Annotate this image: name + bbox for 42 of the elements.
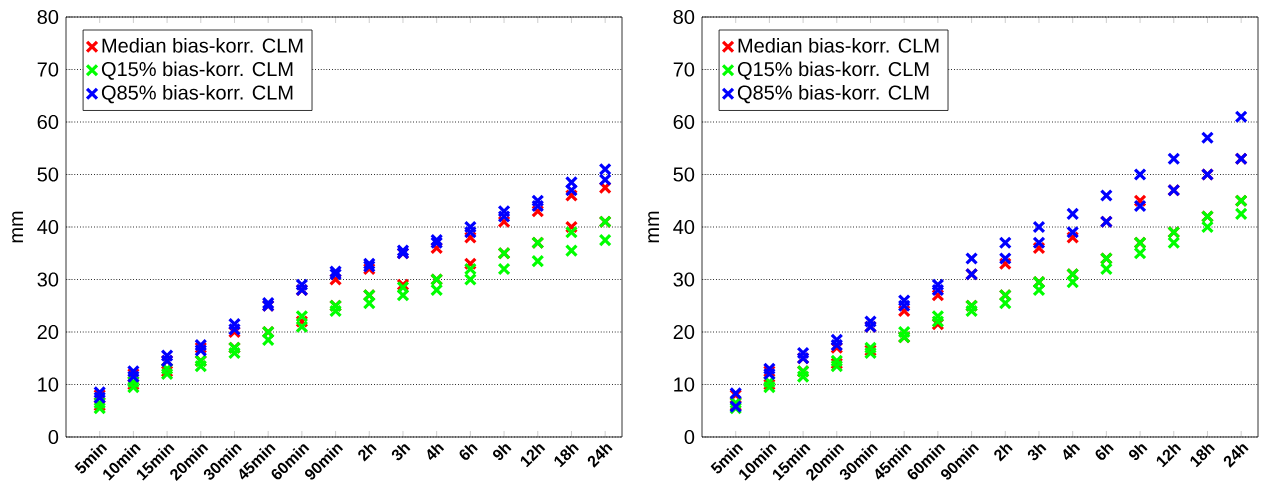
- y-tick-label: 60: [673, 114, 695, 130]
- x-tick-label: 24h: [587, 444, 613, 468]
- x-tick-label: 2h: [994, 444, 1013, 462]
- y-tick-label: 10: [38, 377, 59, 392]
- x-tick-label: 24h: [1223, 444, 1249, 468]
- y-tick-label: 70: [673, 62, 695, 77]
- x-tick-label: 4h: [427, 444, 445, 461]
- y-tick-label: 0: [48, 429, 59, 445]
- y-axis-title: mm: [12, 211, 23, 243]
- y-tick-label: 60: [37, 114, 59, 130]
- x-tick-label: 3h: [1027, 444, 1047, 461]
- legend-label: Q85% bias-korr. CLM: [101, 84, 293, 104]
- y-tick-label: 50: [673, 167, 695, 182]
- x-tick-label: 6h: [1095, 444, 1114, 460]
- y-tick-label: 70: [37, 62, 59, 77]
- x-tick-label: 6h: [459, 444, 478, 460]
- legend-label: Q15% bias-korr. CLM: [737, 61, 929, 80]
- y-tick-label: 50: [37, 167, 59, 182]
- y-tick-label: 40: [673, 219, 695, 235]
- y-tick-label: 80: [37, 9, 59, 25]
- y-tick-label: 0: [684, 429, 695, 445]
- x-tick-label: 18h: [1190, 444, 1215, 468]
- legend-label: Median bias-korr. CLM: [102, 38, 303, 53]
- x-tick-label: 12h: [520, 444, 546, 468]
- y-tick-label: 30: [37, 272, 59, 287]
- legend-label: Median bias-korr. CLM: [738, 38, 939, 53]
- y-tick-label: 30: [673, 272, 695, 287]
- y-tick-label: 80: [673, 9, 695, 25]
- x-tick-label: 4h: [1063, 444, 1081, 461]
- x-tick-label: 12h: [1156, 444, 1182, 468]
- legend-label: Q85% bias-korr. CLM: [737, 84, 929, 104]
- y-tick-label: 20: [37, 324, 59, 340]
- y-tick-label: 10: [674, 377, 695, 392]
- x-tick-label: 18h: [554, 444, 579, 468]
- y-tick-label: 20: [673, 324, 695, 340]
- y-tick-label: 40: [37, 219, 59, 235]
- x-tick-label: 2h: [358, 444, 377, 462]
- y-axis-title: mm: [648, 211, 659, 243]
- x-tick-label: 9h: [492, 444, 512, 461]
- legend-label: Q15% bias-korr. CLM: [101, 61, 293, 80]
- x-tick-label: 9h: [1128, 444, 1148, 461]
- x-tick-label: 3h: [391, 444, 411, 461]
